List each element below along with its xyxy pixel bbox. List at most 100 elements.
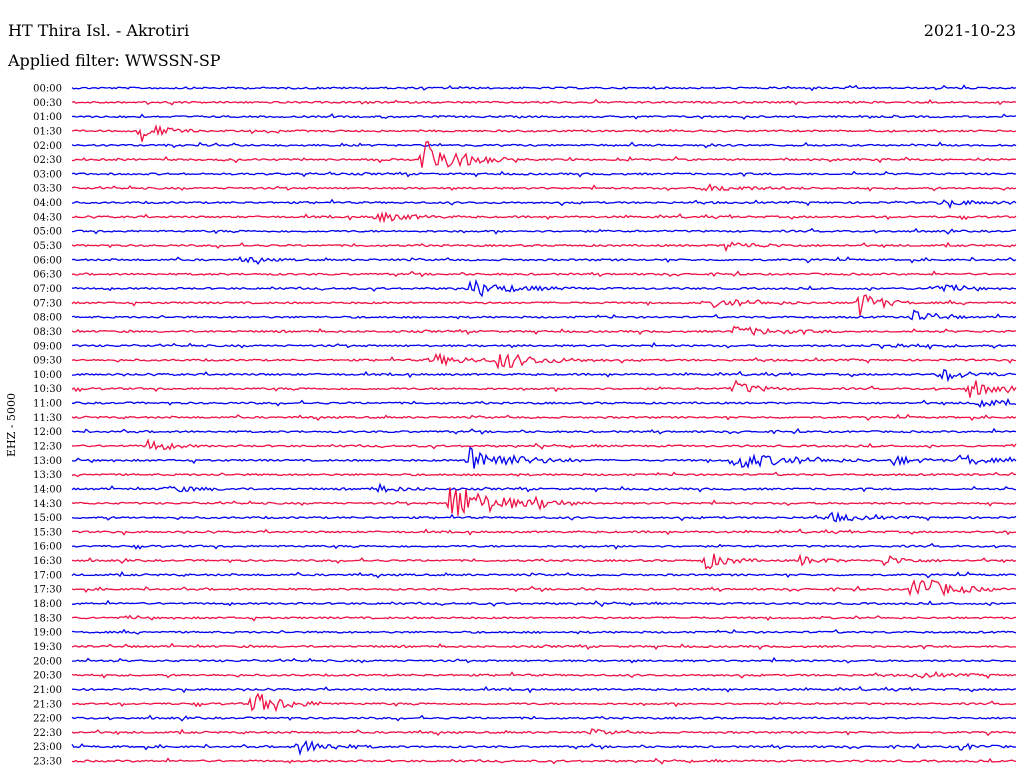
seismic-trace	[72, 368, 1017, 383]
row-time-label: 03:30	[33, 184, 62, 195]
seismic-trace	[71, 511, 1017, 523]
row-time-label: 00:30	[33, 98, 62, 109]
seismic-trace	[71, 578, 1017, 597]
row-time-label: 11:30	[33, 413, 62, 424]
seismic-trace	[71, 294, 1017, 316]
seismic-trace	[72, 656, 1017, 664]
row-time-label: 14:00	[33, 485, 62, 496]
row-time-label: 18:30	[33, 613, 62, 624]
seismic-trace	[71, 341, 1017, 350]
row-time-label: 19:00	[33, 628, 62, 639]
seismic-trace	[71, 685, 1017, 694]
seismic-trace	[71, 571, 1017, 579]
seismic-trace	[72, 397, 1017, 409]
row-time-label: 11:00	[33, 399, 62, 410]
row-time-label: 08:00	[33, 313, 62, 324]
row-time-label: 22:30	[33, 728, 62, 739]
row-time-label: 01:30	[33, 127, 62, 138]
seismic-trace	[71, 692, 1017, 713]
filter-label: Applied filter: WWSSN-SP	[7, 51, 221, 70]
row-time-label: 04:00	[33, 198, 62, 209]
row-time-label: 21:30	[33, 699, 62, 710]
row-time-label: 21:00	[33, 685, 62, 696]
seismic-trace	[71, 482, 1017, 494]
row-time-label: 09:00	[33, 341, 62, 352]
station-title: HT Thira Isl. - Akrotiri	[8, 21, 189, 40]
seismic-trace	[71, 438, 1017, 451]
row-time-label: 00:00	[33, 84, 62, 95]
row-time-label: 02:00	[33, 141, 62, 152]
row-time-label: 10:30	[33, 384, 62, 395]
trace-rows: 00:00 00:30 01:00 01:30 02:00 02:30 03:00 03:30…	[33, 84, 1017, 768]
row-time-label: 23:00	[33, 742, 62, 753]
row-time-label: 15:00	[33, 513, 62, 524]
seismic-trace	[71, 487, 1017, 516]
row-time-label: 06:00	[33, 255, 62, 266]
seismic-trace	[71, 542, 1017, 550]
row-time-label: 12:00	[33, 427, 62, 438]
seismic-trace	[71, 278, 1017, 298]
seismic-trace	[71, 170, 1017, 178]
row-time-label: 12:30	[33, 442, 62, 453]
seismic-trace	[71, 614, 1017, 622]
seismic-trace	[71, 599, 1017, 608]
seismic-trace	[71, 714, 1016, 722]
seismic-trace	[71, 211, 1017, 224]
seismic-trace	[71, 325, 1017, 337]
seismic-trace	[71, 270, 1017, 278]
row-time-label: 01:00	[33, 112, 62, 123]
seismic-trace	[71, 198, 1017, 209]
row-time-label: 23:30	[33, 757, 62, 768]
row-time-label: 13:30	[33, 470, 62, 481]
seismic-trace	[71, 141, 1017, 149]
date-label: 2021-10-23	[924, 21, 1016, 40]
seismic-trace	[71, 84, 1017, 92]
seismic-trace	[71, 352, 1017, 370]
seismic-trace	[72, 140, 1017, 168]
row-time-label: 05:30	[33, 241, 62, 252]
row-time-label: 07:30	[33, 298, 62, 309]
row-time-label: 16:30	[33, 556, 62, 567]
row-time-label: 20:30	[33, 671, 62, 682]
row-time-label: 18:00	[33, 599, 62, 610]
seismic-trace	[71, 241, 1017, 253]
row-time-label: 15:30	[33, 527, 62, 538]
seismic-trace	[71, 227, 1016, 235]
row-time-label: 06:30	[33, 270, 62, 281]
row-time-label: 05:00	[33, 227, 62, 238]
seismic-trace	[71, 553, 1017, 570]
seismic-trace	[71, 427, 1017, 435]
seismic-trace	[71, 183, 1017, 192]
channel-label: EHZ - 5000	[5, 393, 18, 457]
seismic-trace	[71, 256, 1017, 265]
seismic-trace	[71, 413, 1017, 422]
seismic-trace	[71, 379, 1017, 398]
row-time-label: 22:00	[33, 714, 62, 725]
seismic-trace	[71, 739, 1017, 757]
row-time-label: 02:30	[33, 155, 62, 166]
seismic-trace	[71, 628, 1017, 635]
row-time-label: 07:00	[33, 284, 62, 295]
row-time-label: 20:00	[33, 656, 62, 667]
seismic-trace	[71, 98, 1017, 106]
seismic-trace	[71, 446, 1017, 470]
seismic-trace	[71, 642, 1016, 651]
row-time-label: 14:30	[33, 499, 62, 510]
seismic-trace	[71, 757, 1017, 765]
seismic-trace	[71, 471, 1017, 478]
row-time-label: 17:30	[33, 585, 62, 596]
row-time-label: 08:30	[33, 327, 62, 338]
row-time-label: 04:30	[33, 212, 62, 223]
row-time-label: 03:00	[33, 169, 62, 180]
seismic-trace	[71, 309, 1017, 321]
seismic-trace	[71, 113, 1017, 120]
seismic-trace	[71, 528, 1017, 536]
seismic-trace	[71, 124, 1017, 142]
row-time-label: 10:00	[33, 370, 62, 381]
row-time-label: 13:00	[33, 456, 62, 467]
row-time-label: 16:00	[33, 542, 62, 553]
row-time-label: 17:00	[33, 570, 62, 581]
seismic-trace	[71, 728, 1017, 737]
